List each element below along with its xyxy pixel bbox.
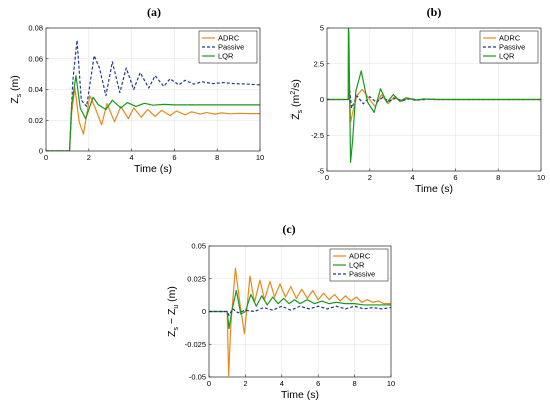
y-tick-label: 0.08 bbox=[28, 24, 43, 33]
legend-label-passive: Passive bbox=[218, 43, 244, 52]
y-tick-label: 0 bbox=[39, 147, 43, 156]
x-tick-label: 10 bbox=[256, 153, 264, 162]
y-tick-label: -0.05 bbox=[189, 373, 206, 382]
y-tick-label: 2.5 bbox=[314, 59, 324, 68]
panel-label: (a) bbox=[147, 5, 161, 19]
x-tick-label: 2 bbox=[368, 173, 372, 182]
x-axis-label: Time (s) bbox=[281, 389, 319, 401]
y-tick-label: 0.02 bbox=[28, 116, 43, 125]
x-tick-label: 6 bbox=[316, 379, 320, 388]
series-line-passive bbox=[209, 305, 391, 317]
chart-panel-2: (b) 0 2 4 6 8 10 -5 -2.5 0 2.5 5 Time (s) Z̈s (m2/s) A… bbox=[289, 5, 545, 195]
series-line-lqr bbox=[209, 289, 391, 330]
x-tick-label: 4 bbox=[280, 379, 284, 388]
y-axis-label: Zs − Zu (m) bbox=[166, 286, 180, 337]
x-tick-label: 4 bbox=[411, 173, 415, 182]
series-group bbox=[327, 28, 541, 164]
y-tick-label: 0 bbox=[202, 307, 206, 316]
y-axis-label: Zs (m) bbox=[9, 75, 23, 104]
legend-label-passive: Passive bbox=[499, 43, 525, 52]
y-tick-label: -5 bbox=[317, 167, 324, 176]
y-tick-label: 0 bbox=[320, 95, 324, 104]
legend-label-passive: Passive bbox=[349, 270, 375, 279]
legend-label-adrc: ADRC bbox=[499, 34, 521, 43]
x-axis-label: Time (s) bbox=[134, 163, 172, 175]
chart-panel-3: (c) 0 2 4 6 8 10 -0.05 -0.025 0 0.025 0.05 Time (s) Z… bbox=[166, 222, 395, 401]
legend-label-lqr: LQR bbox=[349, 261, 365, 270]
series-group bbox=[209, 267, 391, 377]
series-group bbox=[46, 39, 260, 151]
x-tick-label: 8 bbox=[496, 173, 500, 182]
y-tick-label: -0.025 bbox=[185, 340, 206, 349]
y-tick-label: 0.06 bbox=[28, 54, 43, 63]
x-tick-label: 6 bbox=[172, 153, 176, 162]
y-tick-label: 0.025 bbox=[187, 274, 206, 283]
x-axis-label: Time (s) bbox=[415, 183, 453, 195]
y-tick-label: 5 bbox=[320, 24, 324, 33]
series-line-passive bbox=[46, 39, 260, 151]
legend-label-adrc: ADRC bbox=[349, 252, 371, 261]
series-line-lqr bbox=[327, 28, 541, 164]
x-tick-label: 8 bbox=[215, 153, 219, 162]
legend-label-lqr: LQR bbox=[499, 52, 515, 61]
y-tick-label: -2.5 bbox=[311, 131, 324, 140]
x-tick-label: 2 bbox=[243, 379, 247, 388]
y-axis-label: Z̈s (m2/s) bbox=[289, 79, 304, 120]
series-line-lqr bbox=[46, 75, 260, 151]
series-line-adrc bbox=[209, 267, 391, 377]
legend-label-adrc: ADRC bbox=[218, 34, 240, 43]
x-tick-label: 10 bbox=[537, 173, 545, 182]
series-line-adrc bbox=[46, 87, 260, 151]
y-tick-label: 0.05 bbox=[191, 242, 206, 251]
y-tick-label: 0.04 bbox=[28, 85, 43, 94]
chart-panel-1: (a) 0 2 4 6 8 10 0 0.02 0.04 0.06 0.08 Time (s) Zs (m… bbox=[9, 5, 264, 175]
legend-label-lqr: LQR bbox=[218, 52, 234, 61]
x-tick-label: 4 bbox=[130, 153, 134, 162]
x-tick-label: 10 bbox=[387, 379, 395, 388]
x-tick-label: 0 bbox=[44, 153, 48, 162]
x-tick-label: 6 bbox=[453, 173, 457, 182]
x-tick-label: 0 bbox=[207, 379, 211, 388]
x-tick-label: 2 bbox=[87, 153, 91, 162]
panel-label: (c) bbox=[282, 222, 295, 236]
x-tick-label: 8 bbox=[353, 379, 357, 388]
x-tick-label: 0 bbox=[325, 173, 329, 182]
panel-label: (b) bbox=[427, 5, 442, 19]
